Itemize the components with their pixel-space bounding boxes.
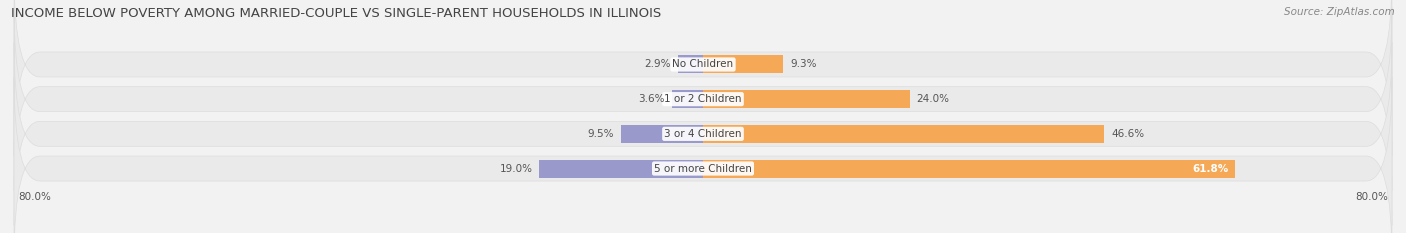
Text: 5 or more Children: 5 or more Children bbox=[654, 164, 752, 174]
FancyBboxPatch shape bbox=[14, 8, 1392, 191]
FancyBboxPatch shape bbox=[14, 77, 1392, 233]
Text: 24.0%: 24.0% bbox=[917, 94, 949, 104]
Bar bbox=[703, 125, 1104, 143]
Text: 19.0%: 19.0% bbox=[499, 164, 533, 174]
Text: 1 or 2 Children: 1 or 2 Children bbox=[664, 94, 742, 104]
Text: No Children: No Children bbox=[672, 59, 734, 69]
Text: 9.3%: 9.3% bbox=[790, 59, 817, 69]
Text: 3 or 4 Children: 3 or 4 Children bbox=[664, 129, 742, 139]
Text: 2.9%: 2.9% bbox=[644, 59, 671, 69]
Bar bbox=[703, 55, 783, 73]
Text: 80.0%: 80.0% bbox=[1355, 192, 1388, 202]
Bar bbox=[672, 90, 703, 108]
Text: 61.8%: 61.8% bbox=[1192, 164, 1229, 174]
FancyBboxPatch shape bbox=[14, 0, 1392, 156]
Bar bbox=[540, 160, 703, 178]
Text: Source: ZipAtlas.com: Source: ZipAtlas.com bbox=[1284, 7, 1395, 17]
Bar bbox=[703, 160, 1236, 178]
Text: 80.0%: 80.0% bbox=[18, 192, 51, 202]
Bar bbox=[621, 125, 703, 143]
Bar bbox=[703, 90, 910, 108]
Text: 46.6%: 46.6% bbox=[1111, 129, 1144, 139]
Text: 3.6%: 3.6% bbox=[638, 94, 665, 104]
Bar bbox=[678, 55, 703, 73]
FancyBboxPatch shape bbox=[14, 42, 1392, 225]
Text: 9.5%: 9.5% bbox=[588, 129, 614, 139]
Text: INCOME BELOW POVERTY AMONG MARRIED-COUPLE VS SINGLE-PARENT HOUSEHOLDS IN ILLINOI: INCOME BELOW POVERTY AMONG MARRIED-COUPL… bbox=[11, 7, 661, 20]
